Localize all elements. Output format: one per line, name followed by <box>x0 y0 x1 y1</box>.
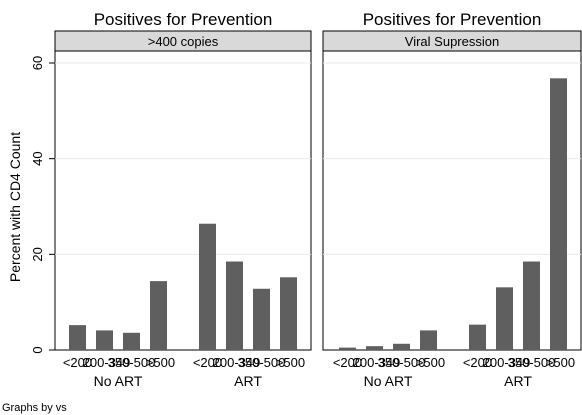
bar-art-3 <box>280 277 297 350</box>
bar-no-art-2 <box>123 332 140 350</box>
bar-art-0 <box>199 223 216 350</box>
bar-art-3 <box>550 78 567 350</box>
bar-no-art-0 <box>339 347 356 350</box>
x-category-label: 350-500 <box>238 355 286 370</box>
x-category-label: 200-349 <box>353 355 401 370</box>
x-category-label: >500 <box>146 355 175 370</box>
panel-title: Positives for Prevention <box>94 10 273 29</box>
bar-art-2 <box>523 261 540 350</box>
x-category-label: <200 <box>63 355 92 370</box>
x-category-label: 350-500 <box>508 355 556 370</box>
right-panel: Positives for Prevention Viral Supressio… <box>322 10 582 389</box>
x-category-label: 200-349 <box>483 355 531 370</box>
bars <box>339 78 567 350</box>
bar-art-1 <box>496 287 513 350</box>
x-category-label: >500 <box>416 355 445 370</box>
y-axis-ticks: 0 20 40 60 <box>30 56 55 354</box>
bar-art-0 <box>469 324 486 350</box>
bar-no-art-3 <box>420 330 437 350</box>
bar-no-art-1 <box>366 346 383 350</box>
y-axis-title: Percent with CD4 Count <box>7 132 23 282</box>
y-tick-label: 20 <box>30 247 45 261</box>
gridlines <box>323 62 581 255</box>
x-category-label: 350-500 <box>108 355 156 370</box>
x-category-label: <200 <box>193 355 222 370</box>
y-tick-label: 40 <box>30 151 45 165</box>
graphs-by-note: Graphs by vs <box>2 402 67 414</box>
gridlines <box>55 62 311 255</box>
x-group-label: No ART <box>94 373 143 389</box>
x-group-label: No ART <box>364 373 413 389</box>
bars <box>69 223 297 350</box>
panel-strip-label: >400 copies <box>148 34 219 49</box>
plot-frame <box>322 50 582 351</box>
x-group-label: ART <box>504 373 532 389</box>
x-category-label: 200-349 <box>213 355 261 370</box>
y-tick-label: 60 <box>30 56 45 70</box>
x-category-label: 350-500 <box>378 355 426 370</box>
bar-no-art-1 <box>96 330 113 350</box>
bar-no-art-3 <box>150 281 167 350</box>
plot-frame <box>54 50 312 351</box>
bar-no-art-0 <box>69 325 86 350</box>
panel-strip-label: Viral Supression <box>405 34 499 49</box>
panel-title: Positives for Prevention <box>363 10 542 29</box>
x-category-label: <200 <box>463 355 492 370</box>
bar-no-art-2 <box>393 343 410 350</box>
y-tick-label: 0 <box>30 346 45 353</box>
x-category-label: <200 <box>333 355 362 370</box>
x-category-label: 200-349 <box>83 355 131 370</box>
bar-art-2 <box>253 288 270 350</box>
x-category-label: >500 <box>546 355 575 370</box>
x-group-label: ART <box>234 373 262 389</box>
bar-art-1 <box>226 261 243 350</box>
left-panel: Positives for Prevention >400 copies 0 20… <box>30 10 312 389</box>
x-category-label: >500 <box>276 355 305 370</box>
